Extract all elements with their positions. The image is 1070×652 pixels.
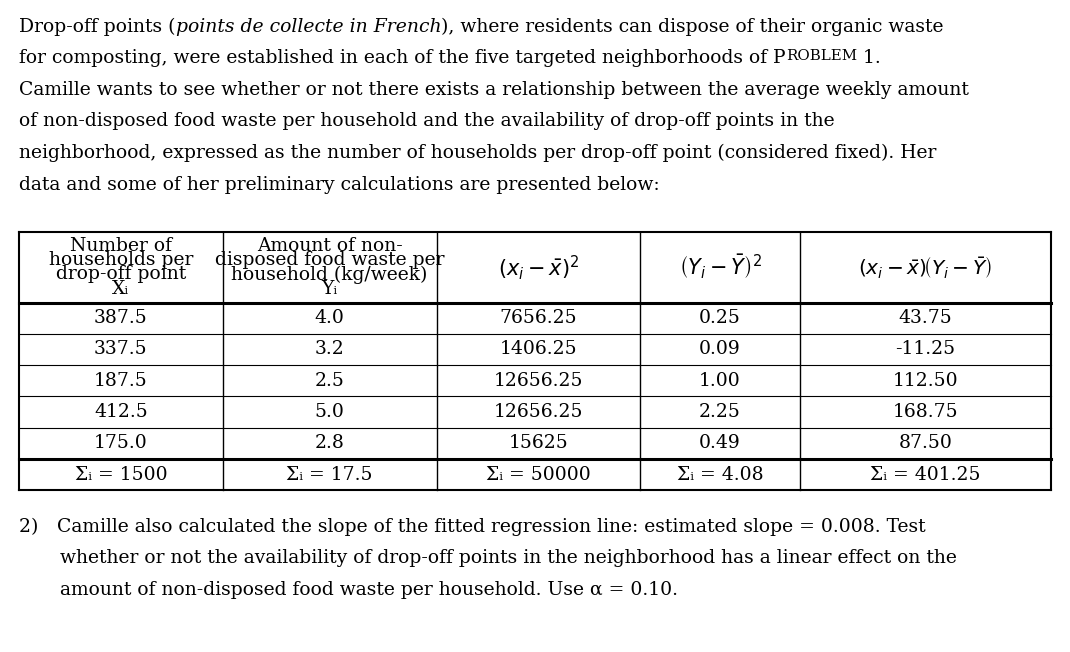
Text: 2): 2) <box>19 518 58 536</box>
Text: 12656.25: 12656.25 <box>493 403 583 421</box>
Text: $\left(x_i - \bar{x}\right)\!\left(Y_i - \bar{Y}\right)$: $\left(x_i - \bar{x}\right)\!\left(Y_i -… <box>858 254 993 280</box>
Text: Xᵢ: Xᵢ <box>112 280 129 298</box>
Text: 387.5: 387.5 <box>94 309 148 327</box>
Text: 337.5: 337.5 <box>94 340 148 359</box>
Text: Σᵢ = 17.5: Σᵢ = 17.5 <box>287 466 372 484</box>
Text: households per: households per <box>49 251 193 269</box>
Text: 4.0: 4.0 <box>315 309 345 327</box>
Text: 2.5: 2.5 <box>315 372 345 390</box>
Text: 412.5: 412.5 <box>94 403 148 421</box>
Text: neighborhood, expressed as the number of households per drop-off point (consider: neighborhood, expressed as the number of… <box>19 144 936 162</box>
Text: 2.8: 2.8 <box>315 434 345 452</box>
Text: 15625: 15625 <box>508 434 568 452</box>
Text: whether or not the availability of drop-off points in the neighborhood has a lin: whether or not the availability of drop-… <box>60 549 957 567</box>
Text: Yᵢ: Yᵢ <box>321 280 338 298</box>
Text: 0.09: 0.09 <box>699 340 742 359</box>
Text: 187.5: 187.5 <box>94 372 148 390</box>
Text: 1406.25: 1406.25 <box>500 340 577 359</box>
Text: Number of: Number of <box>70 237 172 255</box>
Text: Σᵢ = 401.25: Σᵢ = 401.25 <box>870 466 981 484</box>
Text: Σᵢ = 4.08: Σᵢ = 4.08 <box>677 466 763 484</box>
Text: 43.75: 43.75 <box>899 309 952 327</box>
Text: points de collecte in French: points de collecte in French <box>175 18 442 36</box>
Text: $\left(Y_i - \bar{Y}\right)^2$: $\left(Y_i - \bar{Y}\right)^2$ <box>678 253 762 282</box>
Text: ), where residents can dispose of their organic waste: ), where residents can dispose of their … <box>442 18 944 36</box>
Text: 168.75: 168.75 <box>892 403 959 421</box>
Text: 87.50: 87.50 <box>899 434 952 452</box>
Text: data and some of her preliminary calculations are presented below:: data and some of her preliminary calcula… <box>19 176 660 194</box>
Text: 175.0: 175.0 <box>94 434 148 452</box>
Text: 112.50: 112.50 <box>892 372 959 390</box>
Text: Amount of non-: Amount of non- <box>257 237 402 255</box>
Text: Camille also calculated the slope of the fitted regression line: estimated slope: Camille also calculated the slope of the… <box>58 518 926 536</box>
Text: 12656.25: 12656.25 <box>493 372 583 390</box>
Text: 2.25: 2.25 <box>699 403 742 421</box>
Text: 1.: 1. <box>857 50 881 67</box>
Text: 7656.25: 7656.25 <box>500 309 577 327</box>
Text: household (kg/week): household (kg/week) <box>231 265 428 284</box>
Text: of non-disposed food waste per household and the availability of drop-off points: of non-disposed food waste per household… <box>19 112 835 130</box>
Text: P: P <box>774 50 785 67</box>
Text: amount of non-disposed food waste per household. Use α = 0.10.: amount of non-disposed food waste per ho… <box>60 581 678 599</box>
Text: 0.49: 0.49 <box>699 434 742 452</box>
Text: 3.2: 3.2 <box>315 340 345 359</box>
Text: 0.25: 0.25 <box>699 309 742 327</box>
Text: for composting, were established in each of the five targeted neighborhoods of: for composting, were established in each… <box>19 50 774 67</box>
Text: 1.00: 1.00 <box>699 372 742 390</box>
Text: drop-off point: drop-off point <box>56 265 186 284</box>
Text: Camille wants to see whether or not there exists a relationship between the aver: Camille wants to see whether or not ther… <box>19 81 969 99</box>
Text: -11.25: -11.25 <box>896 340 956 359</box>
Text: Σᵢ = 50000: Σᵢ = 50000 <box>486 466 591 484</box>
Text: $\left(x_i - \bar{x}\right)^2$: $\left(x_i - \bar{x}\right)^2$ <box>498 253 579 282</box>
Text: 5.0: 5.0 <box>315 403 345 421</box>
Text: Σᵢ = 1500: Σᵢ = 1500 <box>75 466 167 484</box>
Text: ROBLEM: ROBLEM <box>785 50 857 63</box>
Text: disposed food waste per: disposed food waste per <box>215 251 444 269</box>
Text: Drop-off points (: Drop-off points ( <box>19 18 175 36</box>
